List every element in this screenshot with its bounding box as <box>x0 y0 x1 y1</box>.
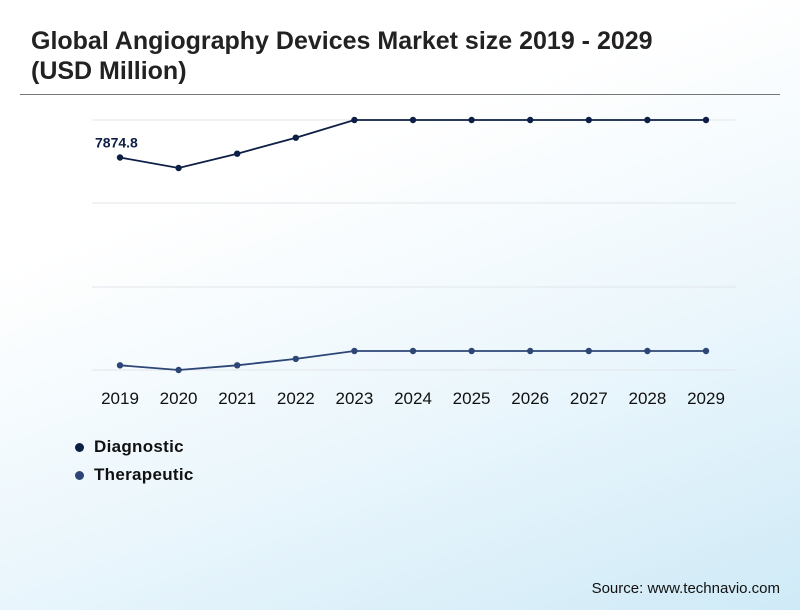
data-point-diagnostic[interactable] <box>116 154 124 161</box>
series-lines <box>119 119 706 371</box>
grid-lines <box>92 119 736 371</box>
data-point-therapeutic[interactable] <box>175 366 182 374</box>
x-tick-label: 2023 <box>335 389 373 408</box>
legend: Diagnostic Therapeutic <box>72 433 194 489</box>
series-line-diagnostic <box>119 119 706 169</box>
x-tick-label: 2028 <box>628 389 666 408</box>
data-point-diagnostic[interactable] <box>644 116 651 124</box>
x-tick-label: 2020 <box>160 389 198 408</box>
data-point-therapeutic[interactable] <box>702 347 710 355</box>
x-axis-ticks: 2019 2020 2021 2022 2023 2024 2025 2026 2027 2028… <box>101 389 725 408</box>
data-point-therapeutic[interactable] <box>234 362 241 369</box>
data-point-diagnostic[interactable] <box>527 116 534 124</box>
data-point-diagnostic[interactable] <box>175 164 182 172</box>
data-point-therapeutic[interactable] <box>409 347 417 355</box>
x-tick-label: 2024 <box>394 389 432 408</box>
data-point-therapeutic[interactable] <box>116 362 124 369</box>
data-point-therapeutic[interactable] <box>527 347 534 355</box>
data-point-therapeutic[interactable] <box>292 355 299 363</box>
data-point-therapeutic[interactable] <box>585 347 592 355</box>
data-point-diagnostic[interactable] <box>234 150 241 157</box>
x-tick-label: 2019 <box>101 389 139 408</box>
x-tick-label: 2025 <box>453 389 491 408</box>
source-credit: Source: www.technavio.com <box>591 580 780 597</box>
legend-marker-diagnostic <box>75 442 84 452</box>
data-point-therapeutic[interactable] <box>644 347 651 355</box>
legend-item-therapeutic[interactable]: Therapeutic <box>72 461 194 489</box>
data-label: 7874.8 <box>95 134 138 150</box>
title-divider <box>20 94 780 95</box>
data-point-diagnostic[interactable] <box>702 116 710 124</box>
x-tick-label: 2022 <box>277 389 315 408</box>
legend-item-diagnostic[interactable]: Diagnostic <box>72 433 194 461</box>
data-point-therapeutic[interactable] <box>351 347 358 355</box>
data-point-diagnostic[interactable] <box>409 116 417 124</box>
x-tick-label: 2029 <box>687 389 725 408</box>
series-points <box>116 116 710 374</box>
data-point-diagnostic[interactable] <box>292 134 299 141</box>
data-point-diagnostic[interactable] <box>351 116 358 124</box>
data-point-diagnostic[interactable] <box>585 116 592 124</box>
page-title: Global Angiography Devices Market size 2… <box>31 27 653 85</box>
line-chart: 7874.8 2019 2020 2021 2022 2023 2024 2025 2026 2… <box>92 116 736 408</box>
data-labels: 7874.8 <box>95 134 138 150</box>
legend-marker-therapeutic <box>75 470 84 480</box>
x-tick-label: 2027 <box>570 389 608 408</box>
legend-label-therapeutic: Therapeutic <box>94 465 194 484</box>
x-tick-label: 2021 <box>218 389 256 408</box>
x-tick-label: 2026 <box>511 389 549 408</box>
data-point-diagnostic[interactable] <box>468 116 475 124</box>
data-point-therapeutic[interactable] <box>468 347 475 355</box>
legend-label-diagnostic: Diagnostic <box>94 437 184 456</box>
